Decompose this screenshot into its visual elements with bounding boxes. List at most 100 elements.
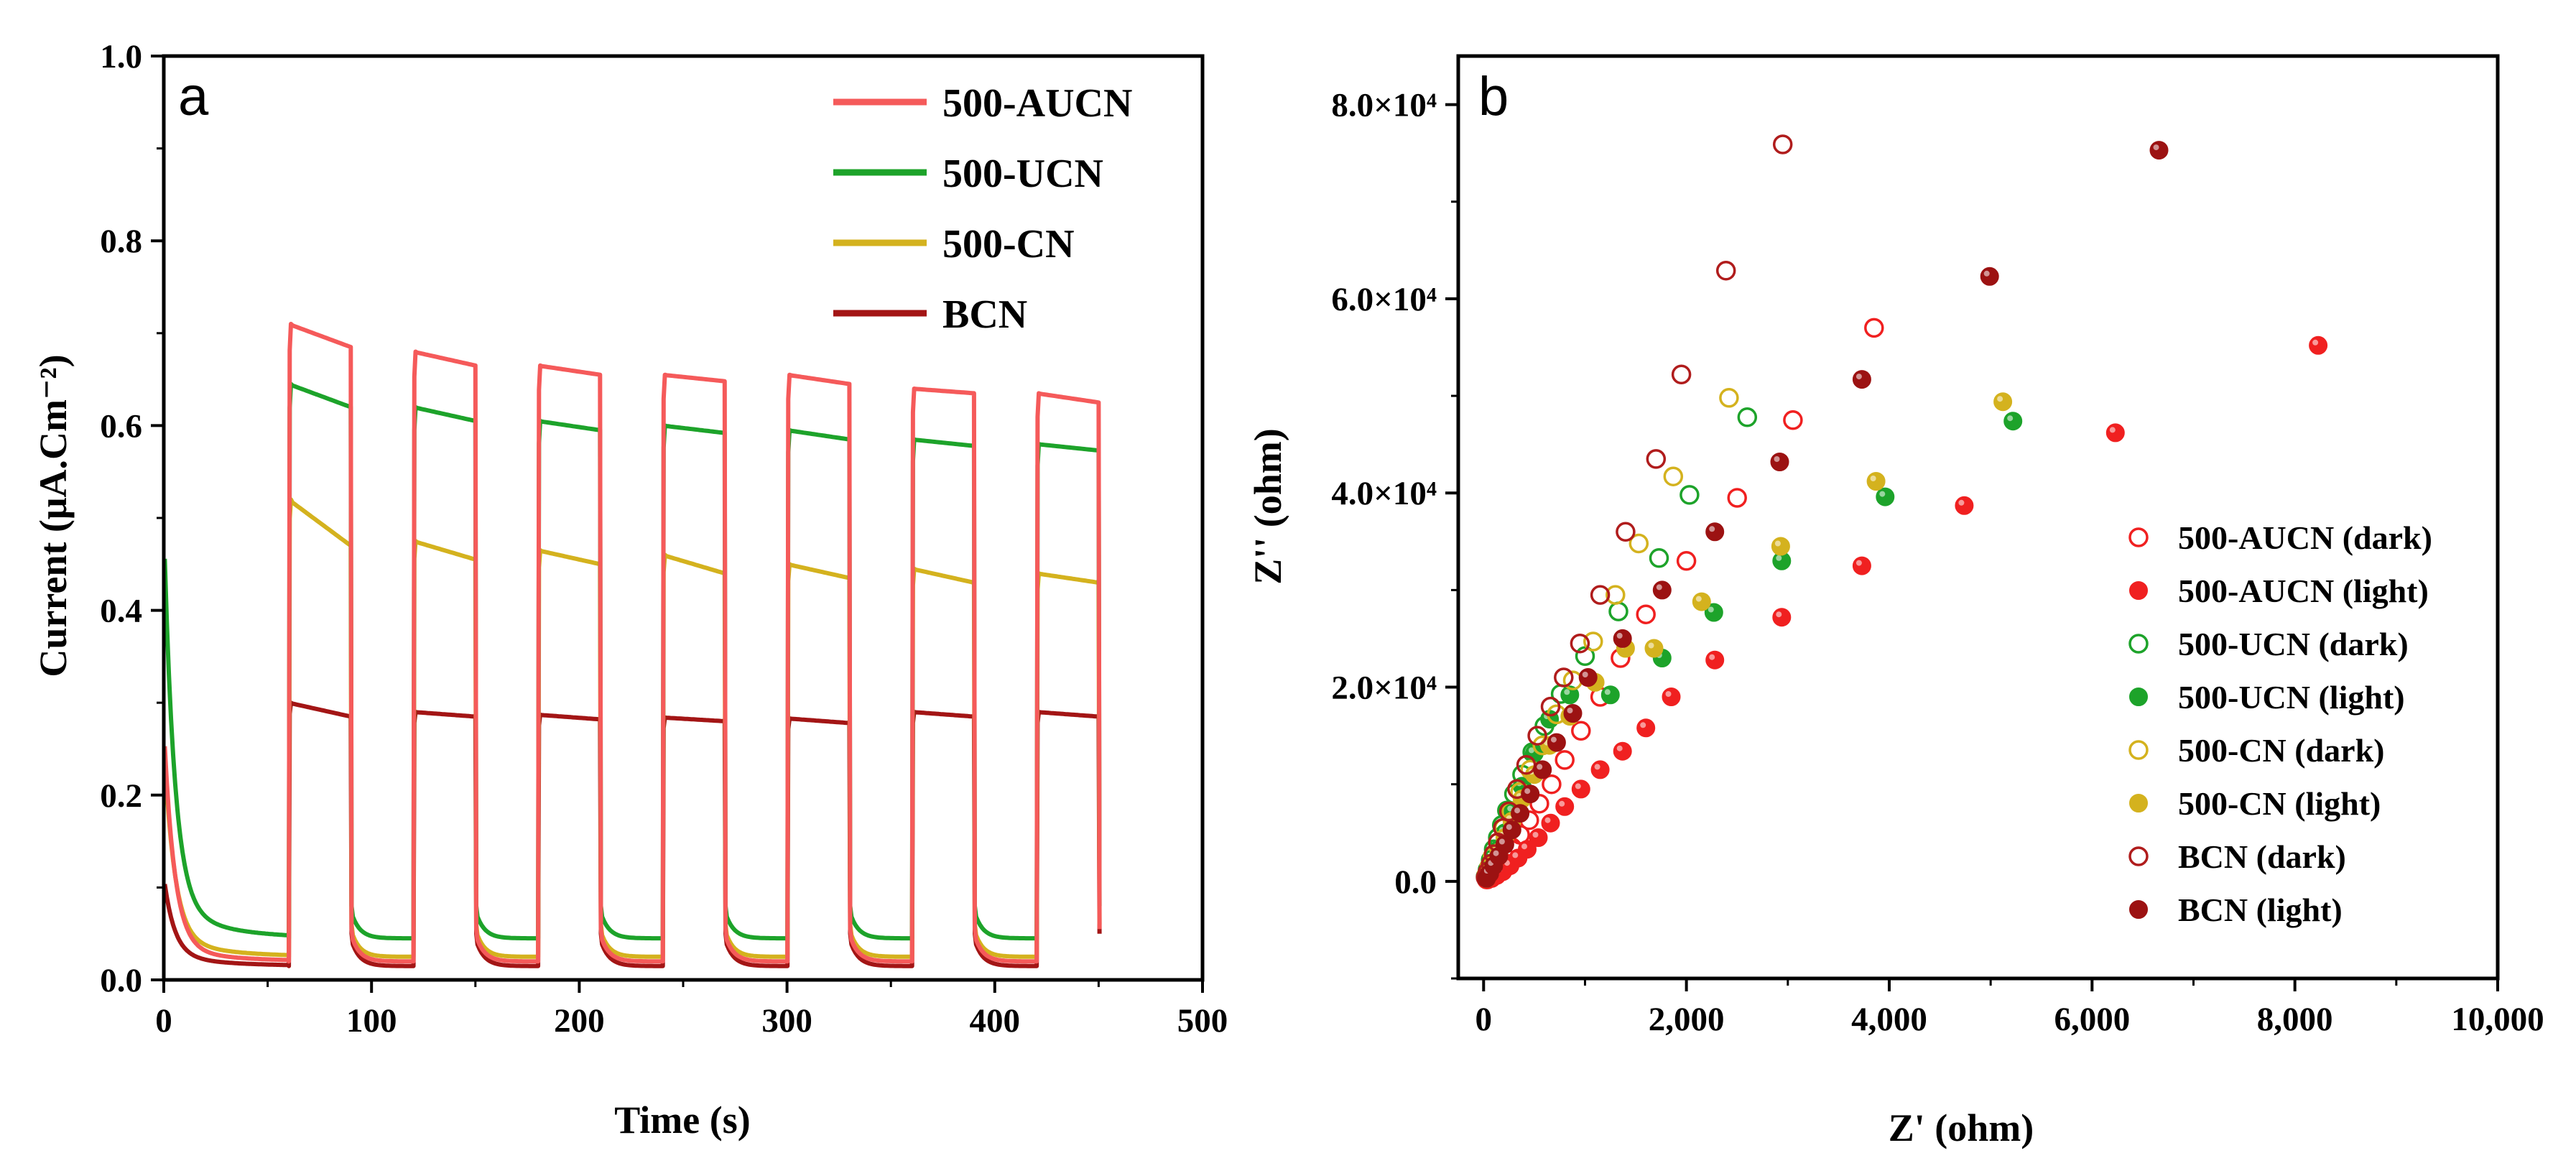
point-highlight: [1648, 642, 1654, 649]
point-bcn-dark: [1540, 696, 1561, 717]
point-bcn-dark: [1646, 449, 1667, 469]
panel-a-x-tick-label: 400: [970, 1002, 1021, 1040]
point-bcn-dark: [1570, 633, 1590, 654]
point-highlight: [1616, 632, 1623, 639]
panel-b-ticks: 0 2,000 4,000 6,000 8,000 10,000 0.0 2.0×10⁴ 4.0…: [1331, 87, 2544, 1038]
point-500-ucn-light: [2003, 412, 2023, 431]
legend-label: BCN (light): [2178, 892, 2343, 928]
point-500-aucn-light: [1529, 828, 1548, 847]
panel-a-x-tick-label: 300: [761, 1002, 812, 1040]
point-bcn-light: [1502, 820, 1521, 840]
panel-b-y-tick-label: 0.0: [1394, 864, 1437, 901]
series-line-500-cn: [162, 497, 1102, 959]
point-highlight: [2312, 339, 2319, 346]
point-bcn-dark: [1715, 260, 1736, 281]
point-bcn-light: [1547, 733, 1566, 752]
series-line-bcn: [162, 700, 1102, 968]
point-500-aucn-light: [1571, 779, 1590, 799]
legend-marker-500-aucn-dark: [2128, 527, 2149, 547]
point-highlight: [1776, 555, 1782, 561]
panel-b-y-tick-label: 4.0×10⁴: [1331, 475, 1437, 512]
point-highlight: [1879, 491, 1886, 497]
point-500-ucn-dark: [1608, 601, 1628, 621]
point-highlight: [1564, 689, 1570, 695]
point-500-aucn-light: [1613, 741, 1632, 761]
point-500-aucn-light: [1662, 687, 1681, 706]
point-highlight: [1514, 807, 1521, 814]
panel-b-letter: b: [1478, 66, 1509, 127]
point-500-cn-light: [1771, 537, 1790, 556]
point-500-cn-dark: [1628, 533, 1649, 554]
point-500-ucn-dark: [1649, 548, 1669, 568]
panel-a-current-vs-time: 0 100 200 300 400 500 0.0 0.2 0.4 0.6 0.8 1.0 a Tim…: [32, 38, 1228, 1142]
point-500-aucn-dark: [1864, 318, 1884, 338]
panel-b-legend: 500-AUCN (dark) 500-AUCN (light) 500-UCN (…: [2128, 519, 2432, 928]
point-500-cn-light: [1644, 639, 1664, 658]
panel-a-y-tick-label: 0.8: [100, 223, 142, 260]
panel-b-y-axis-label: Z'' (ohm): [1246, 428, 1289, 585]
point-highlight: [1550, 736, 1557, 743]
point-bcn-dark: [1671, 364, 1692, 385]
point-highlight: [1870, 476, 1876, 481]
point-500-aucn-light: [1555, 797, 1575, 816]
point-highlight: [1709, 526, 1715, 532]
panel-a-y-axis-label: Current (μA.Cm⁻²): [32, 354, 75, 677]
point-highlight: [1709, 654, 1715, 660]
point-500-aucn-light: [1541, 813, 1560, 833]
point-500-aucn-dark: [1727, 488, 1747, 508]
panel-b-x-tick-label: 8,000: [2257, 1001, 2333, 1038]
point-highlight: [1498, 838, 1505, 845]
point-500-cn-dark: [1663, 466, 1684, 486]
legend-label: BCN (dark): [2178, 838, 2346, 875]
legend-label: 500-CN (light): [2178, 785, 2381, 822]
point-highlight: [1983, 270, 1990, 277]
point-highlight: [1506, 824, 1512, 830]
point-500-ucn-dark: [1575, 646, 1595, 667]
panel-b-x-tick-label: 6,000: [2054, 1001, 2130, 1038]
panel-b-x-tick-label: 2,000: [1649, 1001, 1725, 1038]
series-line-500-ucn: [162, 381, 1102, 941]
point-highlight: [1594, 764, 1600, 770]
legend-marker-500-ucn-light: [2129, 687, 2148, 706]
point-500-aucn-light: [2309, 335, 2328, 355]
legend-label-500-cn: 500-CN: [942, 222, 1075, 267]
panel-a-series-lines: [162, 321, 1102, 968]
point-500-aucn-dark: [1555, 750, 1575, 770]
legend-marker-500-cn-dark: [2128, 740, 2149, 760]
point-bcn-light: [1521, 784, 1540, 804]
point-bcn-light: [1652, 580, 1672, 600]
point-bcn-dark: [1616, 522, 1636, 542]
point-500-aucn-dark: [1571, 721, 1591, 741]
panel-b-y-tick-label: 2.0×10⁴: [1331, 670, 1437, 707]
panel-a-ticks: 0 100 200 300 400 500 0.0 0.2 0.4 0.6 0.8 1.0: [100, 38, 1228, 1040]
point-500-cn-dark: [1583, 631, 1603, 652]
point-highlight: [1524, 788, 1531, 795]
panel-a-legend: 500-AUCN 500-UCN 500-CN BCN: [833, 81, 1132, 337]
point-highlight: [1958, 499, 1965, 506]
legend-label: 500-AUCN (dark): [2178, 519, 2432, 556]
panel-a-x-tick-label: 100: [346, 1002, 397, 1040]
point-highlight: [1656, 584, 1662, 591]
point-highlight: [1604, 689, 1611, 695]
point-500-aucn-light: [2105, 423, 2125, 443]
point-500-aucn-light: [1955, 496, 1974, 515]
point-500-aucn-light: [1636, 718, 1656, 738]
point-bcn-light: [1613, 629, 1632, 648]
panel-a-letter: a: [178, 66, 209, 127]
panel-a-x-tick-label: 0: [155, 1002, 172, 1040]
point-highlight: [1855, 560, 1862, 566]
point-highlight: [1537, 764, 1543, 770]
point-500-ucn-light: [1876, 487, 1895, 506]
point-highlight: [1575, 783, 1581, 790]
panel-b-data-points: [1475, 134, 2328, 889]
point-highlight: [1493, 850, 1499, 856]
series-line-500-aucn: [162, 321, 1102, 964]
point-500-aucn-light: [1852, 556, 1871, 575]
point-highlight: [1640, 722, 1646, 728]
legend-marker-bcn-light: [2129, 900, 2148, 919]
point-highlight: [1776, 611, 1782, 618]
point-highlight: [1567, 708, 1573, 713]
point-highlight: [1774, 456, 1780, 462]
panel-a-y-tick-label: 0.0: [100, 962, 142, 999]
point-highlight: [1695, 596, 1702, 602]
